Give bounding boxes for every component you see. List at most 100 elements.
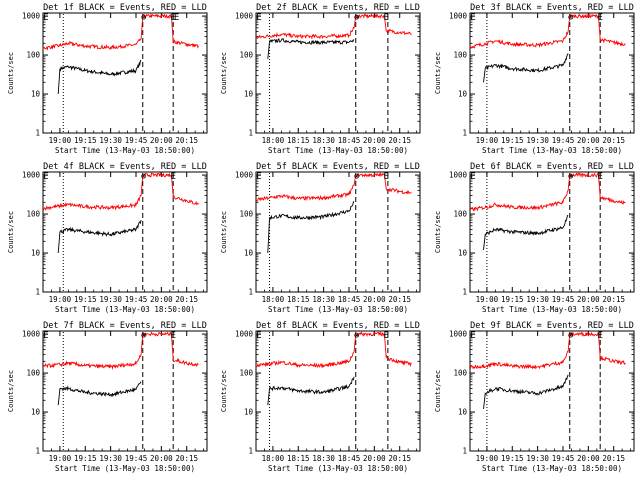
x-tick-label: 19:45 xyxy=(552,295,575,304)
events-trace xyxy=(57,219,142,254)
start-marker: E xyxy=(256,13,261,23)
detector-panel: Det 1f BLACK = Events, RED = LLD 1 10 100 10… xyxy=(7,3,208,155)
detector-panel: Det 8f BLACK = Events, RED = LLD 1 10 100 10… xyxy=(220,321,421,473)
x-tick-label: 19:30 xyxy=(99,454,122,463)
plot-frame xyxy=(469,171,635,293)
end-marker: E xyxy=(170,172,175,182)
plot-frame xyxy=(469,330,635,452)
peak-marker: ⊗ xyxy=(354,172,359,182)
y-tick-label: 1000 xyxy=(449,330,468,339)
x-tick-label: 19:15 xyxy=(501,295,524,304)
y-axis-label: Counts/sec xyxy=(220,370,228,412)
lld-trace xyxy=(469,331,626,370)
end-marker: E xyxy=(170,13,175,23)
plot-frame xyxy=(255,330,421,452)
plot-frame xyxy=(42,12,208,134)
x-tick-label: 18:00 xyxy=(262,136,285,145)
peak-marker: ⊗ xyxy=(141,331,146,341)
lld-trace xyxy=(255,12,412,40)
x-tick-label: 20:00 xyxy=(150,136,173,145)
detector-panel: Det 9f BLACK = Events, RED = LLD 1 10 100 10… xyxy=(434,321,635,473)
y-tick-label: 1000 xyxy=(235,330,254,339)
y-tick-label: 1 xyxy=(462,129,467,138)
y-tick-label: 100 xyxy=(26,369,40,378)
panel-title: Det 9f BLACK = Events, RED = LLD xyxy=(470,321,634,331)
lld-trace xyxy=(469,172,626,212)
panel-title: Det 4f BLACK = Events, RED = LLD xyxy=(43,162,207,172)
y-tick-label: 1000 xyxy=(22,12,41,21)
x-tick-label: 18:45 xyxy=(338,295,361,304)
x-tick-label: 18:30 xyxy=(312,136,335,145)
panel-title: Det 7f BLACK = Events, RED = LLD xyxy=(43,321,207,331)
x-tick-label: 20:15 xyxy=(388,136,411,145)
y-axis-label: Counts/sec xyxy=(434,211,442,253)
start-marker: E xyxy=(470,331,475,341)
y-tick-label: 1 xyxy=(248,447,253,456)
lld-trace xyxy=(42,171,199,211)
x-tick-label: 20:00 xyxy=(150,295,173,304)
peak-marker: ⊗ xyxy=(141,172,146,182)
events-trace xyxy=(57,381,142,406)
y-axis-label: Counts/sec xyxy=(220,52,228,94)
start-marker: E xyxy=(43,13,48,23)
y-tick-label: 1000 xyxy=(22,171,41,180)
y-tick-label: 100 xyxy=(26,210,40,219)
plot-frame xyxy=(255,12,421,134)
end-marker: E xyxy=(383,172,388,182)
y-tick-label: 100 xyxy=(239,51,253,60)
x-tick-label: 20:00 xyxy=(577,136,600,145)
x-tick-label: 19:00 xyxy=(476,454,499,463)
peak-marker: ⊗ xyxy=(354,13,359,23)
x-axis-label: Start Time (13-May-03 18:50:00) xyxy=(482,464,622,473)
y-tick-label: 100 xyxy=(239,210,253,219)
x-tick-label: 20:15 xyxy=(175,136,198,145)
y-tick-label: 1 xyxy=(35,288,40,297)
x-axis-label: Start Time (13-May-03 18:50:00) xyxy=(55,146,195,155)
plot-frame xyxy=(42,330,208,452)
x-tick-label: 18:45 xyxy=(338,136,361,145)
events-trace xyxy=(483,53,569,83)
y-tick-label: 10 xyxy=(244,249,254,258)
x-axis-label: Start Time (13-May-03 18:50:00) xyxy=(55,464,195,473)
x-tick-label: 20:00 xyxy=(577,454,600,463)
events-trace xyxy=(267,201,355,254)
lld-trace xyxy=(42,13,199,51)
detector-panel: Det 2f BLACK = Events, RED = LLD 1 10 100 10… xyxy=(220,3,421,155)
end-marker: E xyxy=(597,331,602,341)
panel-title: Det 6f BLACK = Events, RED = LLD xyxy=(470,162,634,172)
y-axis-label: Counts/sec xyxy=(7,52,15,94)
y-tick-label: 10 xyxy=(31,408,41,417)
start-marker: E xyxy=(256,172,261,182)
x-tick-label: 19:15 xyxy=(501,136,524,145)
lld-trace xyxy=(42,330,199,370)
y-tick-label: 100 xyxy=(453,51,467,60)
end-marker: E xyxy=(383,331,388,341)
x-axis-label: Start Time (13-May-03 18:50:00) xyxy=(55,305,195,314)
x-tick-label: 19:30 xyxy=(526,454,549,463)
end-marker: E xyxy=(597,172,602,182)
peak-marker: ⊗ xyxy=(568,13,573,23)
y-axis-label: Counts/sec xyxy=(220,211,228,253)
x-tick-label: 19:00 xyxy=(476,295,499,304)
y-tick-label: 1 xyxy=(462,447,467,456)
y-tick-label: 100 xyxy=(239,369,253,378)
x-tick-label: 19:30 xyxy=(526,295,549,304)
start-marker: E xyxy=(470,13,475,23)
y-axis-label: Counts/sec xyxy=(7,370,15,412)
x-tick-label: 18:15 xyxy=(287,454,310,463)
x-tick-label: 20:00 xyxy=(363,295,386,304)
y-tick-label: 1 xyxy=(248,288,253,297)
events-trace xyxy=(267,38,355,59)
y-tick-label: 10 xyxy=(458,408,468,417)
x-tick-label: 20:15 xyxy=(602,295,625,304)
x-tick-label: 19:45 xyxy=(552,454,575,463)
y-axis-label: Counts/sec xyxy=(7,211,15,253)
x-tick-label: 19:00 xyxy=(49,295,72,304)
x-tick-label: 20:15 xyxy=(388,454,411,463)
y-tick-label: 1000 xyxy=(22,330,41,339)
y-tick-label: 1000 xyxy=(449,12,468,21)
events-trace xyxy=(483,215,569,250)
y-tick-label: 10 xyxy=(244,90,254,99)
events-trace xyxy=(57,59,142,95)
